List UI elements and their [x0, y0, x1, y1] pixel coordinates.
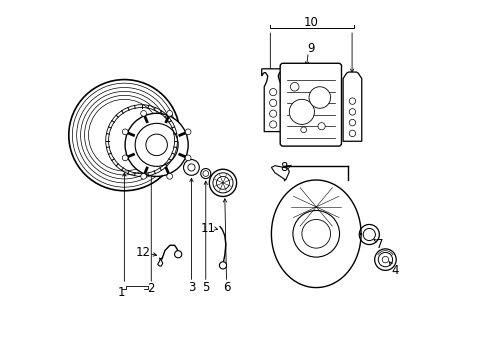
Circle shape: [290, 82, 298, 91]
Circle shape: [212, 173, 233, 193]
Text: 11: 11: [201, 222, 216, 235]
Text: 2: 2: [146, 282, 154, 295]
Circle shape: [122, 129, 128, 135]
Circle shape: [88, 99, 160, 171]
Polygon shape: [343, 72, 361, 141]
Circle shape: [363, 228, 375, 240]
Circle shape: [69, 80, 180, 191]
Circle shape: [174, 251, 182, 258]
Circle shape: [125, 113, 188, 176]
Circle shape: [203, 171, 208, 176]
Circle shape: [219, 262, 226, 269]
Circle shape: [269, 99, 276, 107]
Circle shape: [348, 98, 355, 104]
Circle shape: [77, 87, 172, 183]
Circle shape: [348, 109, 355, 115]
Text: 7: 7: [376, 238, 383, 251]
Circle shape: [122, 155, 128, 161]
Text: 10: 10: [303, 16, 318, 29]
Text: 6: 6: [223, 281, 230, 294]
Circle shape: [185, 129, 191, 135]
Circle shape: [201, 168, 210, 179]
Circle shape: [187, 164, 195, 171]
Polygon shape: [261, 69, 284, 132]
Circle shape: [72, 83, 176, 187]
Circle shape: [141, 174, 146, 179]
Circle shape: [81, 91, 168, 179]
Circle shape: [308, 87, 330, 108]
Circle shape: [382, 256, 388, 263]
Circle shape: [209, 169, 236, 197]
Text: 1: 1: [118, 286, 125, 299]
Circle shape: [348, 120, 355, 126]
Circle shape: [292, 211, 339, 257]
Circle shape: [269, 89, 276, 96]
Circle shape: [269, 110, 276, 117]
Circle shape: [317, 123, 325, 130]
Circle shape: [84, 95, 164, 175]
Circle shape: [301, 220, 330, 248]
Circle shape: [141, 111, 146, 116]
Circle shape: [269, 121, 276, 128]
Circle shape: [166, 174, 172, 179]
Polygon shape: [271, 166, 289, 180]
Circle shape: [216, 176, 229, 189]
Circle shape: [359, 225, 379, 244]
Circle shape: [378, 252, 392, 267]
Text: 5: 5: [202, 281, 209, 294]
FancyBboxPatch shape: [280, 63, 341, 146]
Circle shape: [300, 127, 306, 133]
Text: 12: 12: [136, 246, 151, 259]
Text: 8: 8: [280, 161, 287, 174]
Circle shape: [145, 134, 167, 156]
Circle shape: [374, 249, 395, 270]
Circle shape: [166, 111, 172, 116]
Circle shape: [348, 130, 355, 136]
Text: 3: 3: [187, 281, 195, 294]
Circle shape: [289, 99, 314, 125]
Circle shape: [135, 123, 178, 166]
Circle shape: [185, 155, 191, 161]
Text: 9: 9: [306, 41, 314, 54]
Text: 4: 4: [391, 264, 398, 277]
Circle shape: [183, 159, 199, 175]
